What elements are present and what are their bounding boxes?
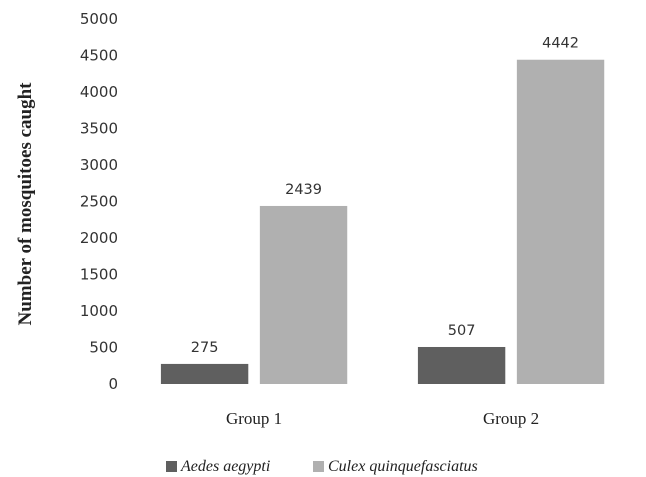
legend-swatch	[313, 461, 324, 472]
legend-label: Aedes aegypti	[180, 458, 270, 475]
bar-aedes-aegypti	[160, 363, 249, 384]
bars	[160, 59, 605, 384]
legend-label: Culex quinquefasciatus	[328, 458, 478, 475]
y-tick-label: 3000	[80, 156, 118, 174]
category-label: Group 1	[226, 409, 282, 428]
y-tick-label: 2500	[80, 193, 118, 211]
legend-swatch	[166, 461, 177, 472]
y-tick-label: 500	[89, 339, 118, 357]
y-tick-label: 1500	[80, 266, 118, 284]
data-label: 4442	[542, 36, 579, 52]
category-label: Group 2	[483, 409, 539, 428]
bar-aedes-aegypti	[417, 346, 506, 384]
y-tick-label: 4500	[80, 47, 118, 65]
y-tick-label: 4000	[80, 83, 118, 101]
bar-culex-quinquefasciatus	[259, 205, 348, 384]
category-labels: Group 1 Group 2	[226, 409, 539, 428]
data-labels: 275 2439 507 4442	[191, 36, 579, 356]
data-label: 275	[191, 340, 219, 356]
data-label: 507	[448, 323, 476, 339]
y-axis-ticks: 0 500 1000 1500 2000 2500 3000 3500 4000 4500 5000	[80, 10, 118, 393]
y-tick-label: 1000	[80, 302, 118, 320]
y-tick-label: 2000	[80, 229, 118, 247]
y-tick-label: 0	[108, 375, 118, 393]
y-axis-title: Number of mosquitoes caught	[15, 82, 36, 326]
y-tick-label: 3500	[80, 120, 118, 138]
data-label: 2439	[285, 182, 322, 198]
legend: Aedes aegypti Culex quinquefasciatus	[166, 458, 478, 475]
y-tick-label: 5000	[80, 10, 118, 28]
bar-culex-quinquefasciatus	[516, 59, 605, 384]
